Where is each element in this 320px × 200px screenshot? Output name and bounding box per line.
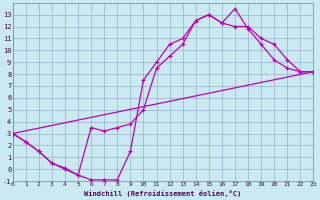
X-axis label: Windchill (Refroidissement éolien,°C): Windchill (Refroidissement éolien,°C) [84,190,242,197]
